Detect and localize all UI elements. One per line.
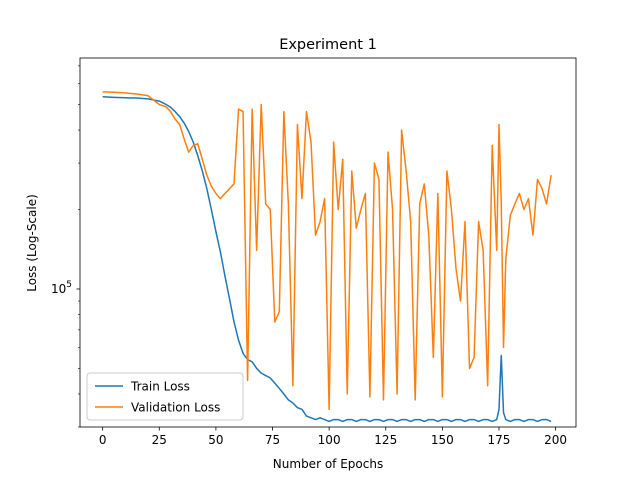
- x-tick-label: 175: [488, 433, 511, 447]
- x-tick-label: 0: [99, 433, 107, 447]
- legend-label-validation-loss: Validation Loss: [131, 401, 220, 415]
- y-axis-label: Loss (Log-Scale): [25, 194, 39, 292]
- x-tick-label: 100: [318, 433, 341, 447]
- chart-title: Experiment 1: [279, 37, 377, 53]
- axes: 0 25 50 75 100 125 150 175 200 105: [51, 57, 577, 447]
- legend: Train Loss Validation Loss: [86, 372, 244, 421]
- plot-area: [102, 91, 552, 423]
- y-tick-label: 105: [51, 280, 72, 296]
- x-axis-label: Number of Epochs: [273, 457, 383, 471]
- x-tick-label: 50: [208, 433, 223, 447]
- x-tick-label: 125: [374, 433, 397, 447]
- axes-frame: [79, 57, 577, 428]
- x-tick-label: 150: [431, 433, 454, 447]
- series-line-train-loss: [102, 95, 552, 423]
- legend-box: [86, 372, 244, 421]
- x-tick-label: 25: [152, 433, 167, 447]
- x-tick-label: 200: [544, 433, 567, 447]
- x-tick-label: 75: [265, 433, 280, 447]
- legend-label-train-loss: Train Loss: [130, 380, 190, 394]
- series-line-validation-loss: [102, 91, 552, 411]
